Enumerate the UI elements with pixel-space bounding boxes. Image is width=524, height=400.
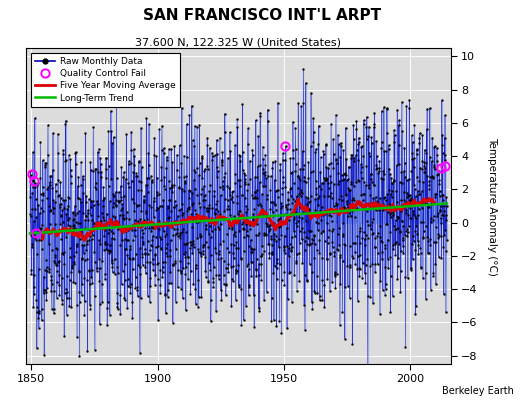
Text: Berkeley Earth: Berkeley Earth bbox=[442, 386, 514, 396]
Title: 37.600 N, 122.325 W (United States): 37.600 N, 122.325 W (United States) bbox=[135, 37, 342, 47]
Y-axis label: Temperature Anomaly (°C): Temperature Anomaly (°C) bbox=[487, 136, 497, 276]
Text: SAN FRANCISCO INT'L ARPT: SAN FRANCISCO INT'L ARPT bbox=[143, 8, 381, 23]
Legend: Raw Monthly Data, Quality Control Fail, Five Year Moving Average, Long-Term Tren: Raw Monthly Data, Quality Control Fail, … bbox=[31, 52, 180, 107]
